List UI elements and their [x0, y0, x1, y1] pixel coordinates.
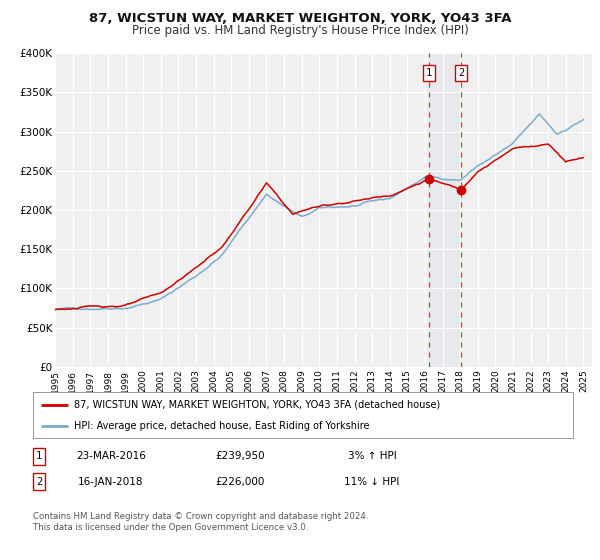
- Text: 11% ↓ HPI: 11% ↓ HPI: [344, 477, 400, 487]
- Text: £226,000: £226,000: [215, 477, 265, 487]
- Text: 87, WICSTUN WAY, MARKET WEIGHTON, YORK, YO43 3FA: 87, WICSTUN WAY, MARKET WEIGHTON, YORK, …: [89, 12, 511, 25]
- Text: 3% ↑ HPI: 3% ↑ HPI: [347, 451, 397, 461]
- Text: 16-JAN-2018: 16-JAN-2018: [78, 477, 144, 487]
- Text: 2: 2: [458, 68, 464, 78]
- Text: 87, WICSTUN WAY, MARKET WEIGHTON, YORK, YO43 3FA (detached house): 87, WICSTUN WAY, MARKET WEIGHTON, YORK, …: [74, 400, 440, 410]
- Text: 1: 1: [425, 68, 432, 78]
- Text: £239,950: £239,950: [215, 451, 265, 461]
- Text: 23-MAR-2016: 23-MAR-2016: [76, 451, 146, 461]
- Bar: [429, 53, 461, 367]
- Text: Price paid vs. HM Land Registry's House Price Index (HPI): Price paid vs. HM Land Registry's House …: [131, 24, 469, 36]
- Text: HPI: Average price, detached house, East Riding of Yorkshire: HPI: Average price, detached house, East…: [74, 422, 369, 431]
- Text: Contains HM Land Registry data © Crown copyright and database right 2024.
This d: Contains HM Land Registry data © Crown c…: [33, 512, 368, 532]
- Text: 1: 1: [36, 451, 42, 461]
- Text: 2: 2: [36, 477, 42, 487]
